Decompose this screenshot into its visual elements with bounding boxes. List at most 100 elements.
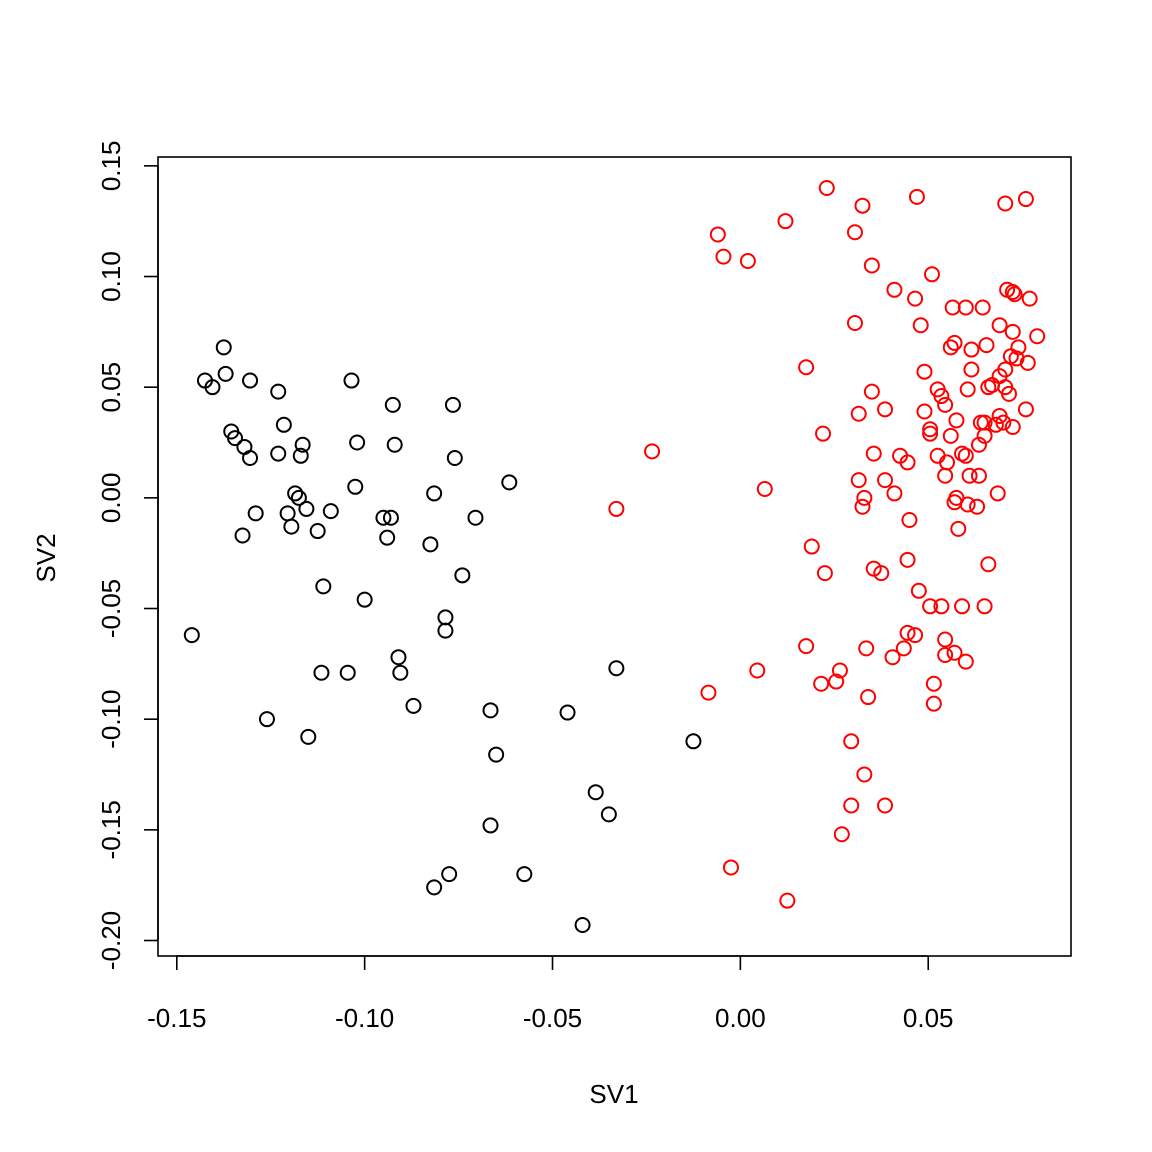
data-point — [843, 797, 860, 814]
data-point — [715, 248, 732, 265]
data-point — [877, 472, 894, 489]
data-point — [482, 817, 499, 834]
data-point — [426, 485, 443, 502]
data-point — [908, 188, 925, 205]
data-point — [574, 917, 591, 934]
data-point — [925, 695, 942, 712]
data-point — [559, 704, 576, 721]
data-point — [270, 445, 287, 462]
data-point — [846, 314, 863, 331]
data-point — [912, 317, 929, 334]
data-point — [1021, 290, 1038, 307]
x-axis-label: SV1 — [589, 1079, 638, 1109]
data-point — [600, 806, 617, 823]
data-point — [644, 443, 661, 460]
data-point — [813, 675, 830, 692]
data-point — [437, 609, 454, 626]
data-point — [884, 649, 901, 666]
data-point — [980, 379, 997, 396]
data-point — [422, 536, 439, 553]
data-point — [942, 427, 959, 444]
data-point — [957, 653, 974, 670]
data-point — [379, 529, 396, 546]
data-point — [899, 551, 916, 568]
x-tick-label: -0.05 — [523, 1003, 582, 1033]
data-point — [292, 447, 309, 464]
data-point — [294, 436, 311, 453]
data-point — [501, 474, 518, 491]
data-point — [313, 664, 330, 681]
data-point — [886, 485, 903, 502]
data-point — [856, 489, 873, 506]
data-point — [322, 503, 339, 520]
data-point — [923, 266, 940, 283]
data-point — [1029, 328, 1046, 345]
data-point — [587, 784, 604, 801]
data-point — [608, 500, 625, 517]
data-point — [384, 396, 401, 413]
data-point — [300, 728, 317, 745]
data-point — [970, 467, 987, 484]
data-point — [816, 565, 833, 582]
data-point — [349, 434, 366, 451]
data-point — [700, 684, 717, 701]
data-point — [959, 381, 976, 398]
y-tick-label: -0.15 — [96, 800, 126, 859]
data-point — [685, 733, 702, 750]
data-point — [991, 317, 1008, 334]
data-point — [386, 436, 403, 453]
data-point — [846, 224, 863, 241]
data-point — [798, 638, 815, 655]
data-point — [279, 505, 296, 522]
data-point — [886, 281, 903, 298]
data-point — [937, 646, 954, 663]
data-point — [854, 197, 871, 214]
data-point — [873, 565, 890, 582]
data-point — [1004, 323, 1021, 340]
data-point — [937, 396, 954, 413]
data-point — [963, 341, 980, 358]
y-tick-label: -0.20 — [96, 911, 126, 970]
data-point — [933, 388, 950, 405]
data-point — [390, 649, 407, 666]
data-point — [467, 509, 484, 526]
data-point — [969, 498, 986, 515]
data-point — [375, 509, 392, 526]
data-point — [843, 733, 860, 750]
data-point — [1004, 284, 1021, 301]
data-point — [963, 361, 980, 378]
data-point — [1017, 401, 1034, 418]
data-point — [347, 478, 364, 495]
data-point — [437, 622, 454, 639]
data-point — [608, 660, 625, 677]
data-point — [815, 425, 832, 442]
data-point — [850, 472, 867, 489]
data-point — [275, 416, 292, 433]
data-point — [441, 866, 458, 883]
data-point — [854, 498, 871, 515]
data-point — [970, 436, 987, 453]
data-point — [270, 383, 287, 400]
data-point — [739, 253, 756, 270]
data-point — [290, 489, 307, 506]
data-point — [315, 578, 332, 595]
data-point — [426, 879, 443, 896]
data-point — [899, 624, 916, 641]
data-point — [987, 416, 1004, 433]
data-point — [803, 538, 820, 555]
data-point — [298, 500, 315, 517]
data-point — [242, 450, 259, 467]
data-point — [997, 195, 1014, 212]
x-tick-label: -0.15 — [147, 1003, 206, 1033]
data-point — [392, 664, 409, 681]
data-point — [217, 365, 234, 382]
data-point — [856, 766, 873, 783]
data-point — [227, 430, 244, 447]
y-axis-label: SV2 — [31, 533, 61, 582]
data-point — [833, 826, 850, 843]
data-point — [247, 505, 264, 522]
data-point — [215, 339, 232, 356]
data-point — [937, 631, 954, 648]
data-point — [922, 421, 939, 438]
y-tick-label: -0.10 — [96, 690, 126, 749]
